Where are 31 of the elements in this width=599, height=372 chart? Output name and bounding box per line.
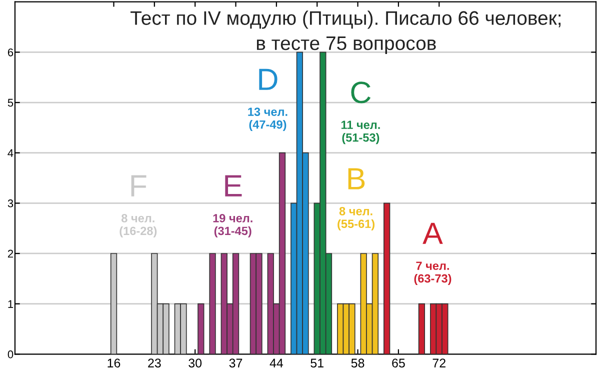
annotation: 13 чел. (47-49): [248, 108, 288, 132]
text: B: [348, 168, 365, 190]
y-tick-label: 3: [8, 199, 14, 208]
annotation: 11 чел. (51-53): [341, 120, 380, 144]
x-tick-label: 44: [270, 358, 284, 368]
x-tick-label: 51: [310, 358, 324, 368]
x-tick-label: 23: [148, 358, 161, 368]
x-tick-label: 37: [229, 358, 242, 368]
x-tick-label: 58: [351, 358, 364, 368]
series-label: A: [422, 222, 443, 244]
annotation: 19 чел. (31-45): [213, 214, 252, 238]
y-tick-label: 4: [8, 149, 14, 157]
series-label: D: [259, 68, 278, 90]
y-tick-label: 0: [8, 350, 14, 358]
annotation: 7 чел. (63-73): [414, 262, 452, 285]
bar: [418, 303, 426, 354]
bar: [198, 303, 204, 354]
y-tick-label: 2: [8, 250, 14, 258]
x-tick-label: 30: [188, 358, 202, 368]
text: Тест по IV модулю (Птицы). Писало 66 человек; в тесте 75 вопросов: [130, 10, 560, 54]
series-label: E: [225, 175, 242, 196]
x-tick-label: 65: [392, 358, 405, 368]
y-tick-label: 6: [8, 48, 14, 56]
y-tick-label: 1: [8, 300, 14, 308]
series-label: C: [351, 82, 371, 104]
bar: [209, 253, 216, 354]
bar: [384, 202, 390, 354]
x-tick-label: 72: [432, 358, 446, 368]
x-tick-label: 16: [108, 358, 120, 368]
annotation: 8 чел. (55-61): [338, 206, 374, 230]
y-tick-label: 5: [8, 98, 14, 107]
